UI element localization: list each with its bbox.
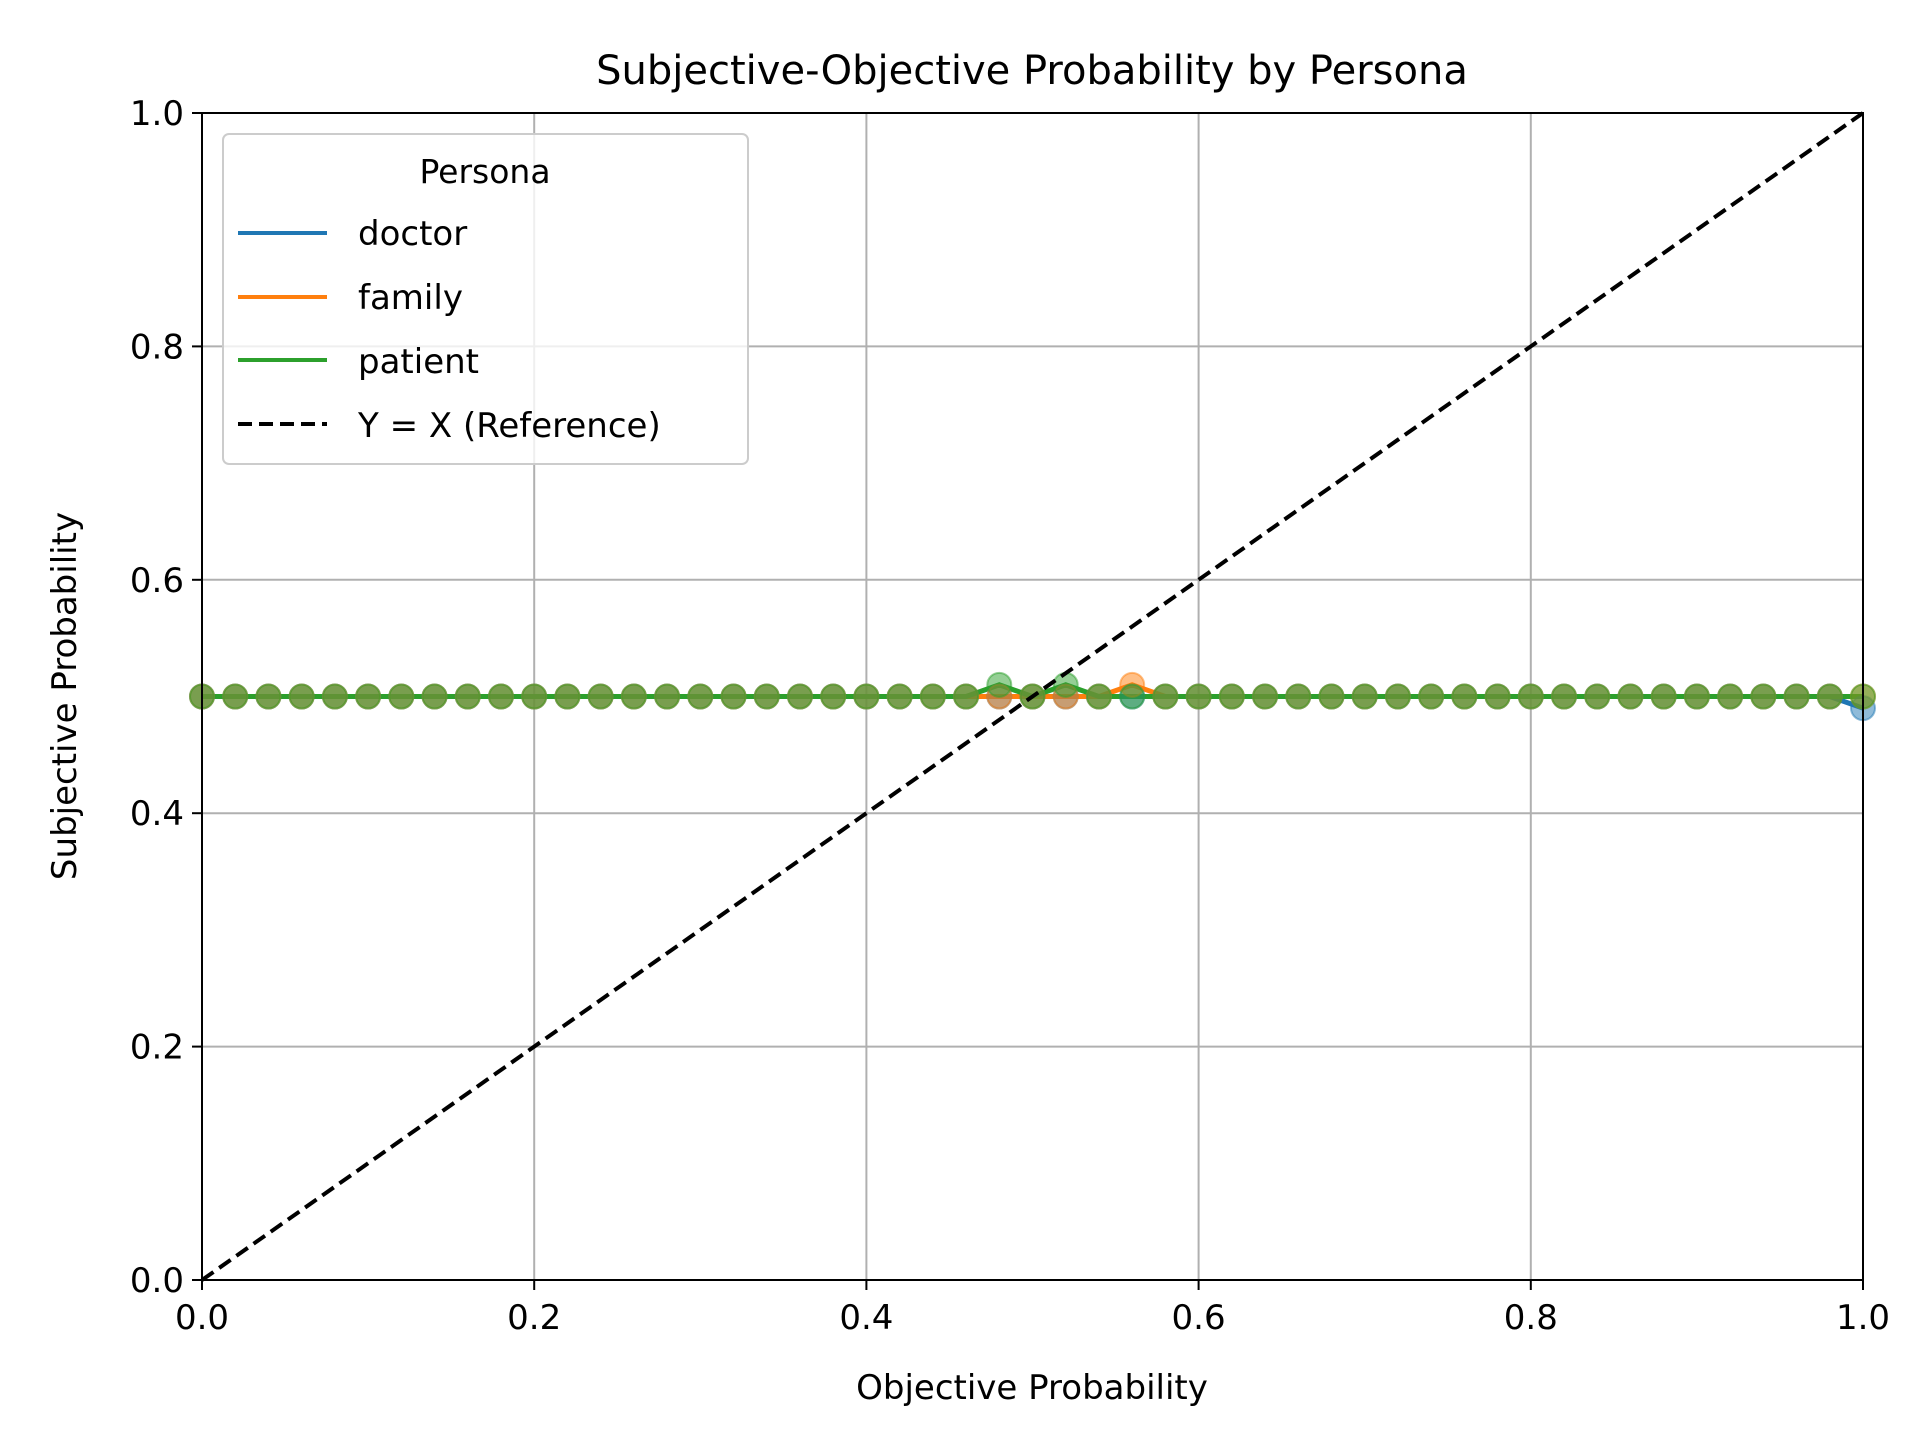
data-point-patient bbox=[388, 683, 415, 710]
y-axis-label: Subjective Probability bbox=[45, 512, 85, 880]
data-point-patient bbox=[687, 683, 714, 710]
data-point-patient bbox=[1252, 683, 1279, 710]
data-point-patient bbox=[853, 683, 880, 710]
legend: Persona doctor family patient Y = X (Ref… bbox=[222, 133, 749, 465]
data-point-patient bbox=[919, 683, 946, 710]
y-tick-label: 0.8 bbox=[130, 327, 184, 367]
data-point-patient bbox=[421, 683, 448, 710]
data-point-patient bbox=[1484, 683, 1511, 710]
y-tick-label: 0.0 bbox=[130, 1261, 184, 1301]
data-point-patient bbox=[1085, 683, 1112, 710]
y-tick-label: 1.0 bbox=[130, 94, 184, 134]
data-point-patient bbox=[753, 683, 780, 710]
data-point-patient bbox=[1351, 683, 1378, 710]
data-point-patient bbox=[1119, 683, 1146, 710]
reference-line bbox=[200, 111, 1865, 1282]
data-point-patient bbox=[1816, 683, 1843, 710]
axis-ticks: 0.0 0.2 0.4 0.6 0.8 1.0 0.0 0.2 0.4 0.6 0.8 1.0 bbox=[130, 94, 1890, 1338]
data-point-patient bbox=[820, 683, 847, 710]
data-point-patient bbox=[1650, 683, 1677, 710]
legend-frame bbox=[222, 133, 749, 465]
data-point-patient bbox=[1285, 683, 1312, 710]
data-point-patient bbox=[1717, 683, 1744, 710]
data-point-patient bbox=[288, 683, 315, 710]
x-axis-label: Objective Probability bbox=[856, 1368, 1208, 1408]
data-point-patient bbox=[1152, 683, 1179, 710]
x-tick-label: 0.4 bbox=[839, 1298, 893, 1338]
data-point-patient bbox=[222, 683, 249, 710]
data-point-patient bbox=[620, 683, 647, 710]
legend-title: Persona bbox=[419, 152, 550, 191]
data-point-patient bbox=[355, 683, 382, 710]
data-point-patient bbox=[587, 683, 614, 710]
x-tick-label: 0.6 bbox=[1172, 1298, 1226, 1338]
x-tick-label: 1.0 bbox=[1836, 1298, 1890, 1338]
y-tick-label: 0.2 bbox=[130, 1028, 184, 1068]
data-point-patient bbox=[1517, 683, 1544, 710]
data-point-patient bbox=[554, 683, 581, 710]
data-point-patient bbox=[1384, 683, 1411, 710]
data-point-patient bbox=[886, 683, 913, 710]
x-tick-label: 0.0 bbox=[175, 1298, 229, 1338]
data-point-patient bbox=[321, 683, 348, 710]
legend-label-family: family bbox=[358, 278, 463, 318]
data-point-patient bbox=[986, 671, 1013, 698]
data-point-patient bbox=[1683, 683, 1710, 710]
data-point-patient bbox=[1185, 683, 1212, 710]
data-point-patient bbox=[1052, 671, 1079, 698]
data-point-patient bbox=[1617, 683, 1644, 710]
chart-title: Subjective-Objective Probability by Pers… bbox=[596, 48, 1468, 94]
data-point-patient bbox=[255, 683, 282, 710]
data-point-patient bbox=[1783, 683, 1810, 710]
plot-area bbox=[189, 111, 1876, 1282]
data-point-patient bbox=[487, 683, 514, 710]
data-point-patient bbox=[1551, 683, 1578, 710]
data-point-patient bbox=[454, 683, 481, 710]
data-point-patient bbox=[720, 683, 747, 710]
data-point-patient bbox=[1451, 683, 1478, 710]
legend-label-doctor: doctor bbox=[358, 214, 467, 254]
data-point-patient bbox=[1318, 683, 1345, 710]
legend-label-patient: patient bbox=[358, 342, 479, 382]
data-point-patient bbox=[1750, 683, 1777, 710]
data-point-patient bbox=[521, 683, 548, 710]
x-tick-label: 0.8 bbox=[1504, 1298, 1558, 1338]
data-point-patient bbox=[1584, 683, 1611, 710]
data-point-patient bbox=[953, 683, 980, 710]
data-point-patient bbox=[786, 683, 813, 710]
data-point-patient bbox=[1418, 683, 1445, 710]
x-tick-label: 0.2 bbox=[507, 1298, 561, 1338]
data-point-patient bbox=[654, 683, 681, 710]
y-tick-label: 0.6 bbox=[130, 561, 184, 601]
legend-label-reference: Y = X (Reference) bbox=[357, 406, 661, 446]
y-tick-label: 0.4 bbox=[130, 794, 184, 834]
data-point-patient bbox=[1218, 683, 1245, 710]
axes-frame bbox=[201, 112, 1864, 1281]
